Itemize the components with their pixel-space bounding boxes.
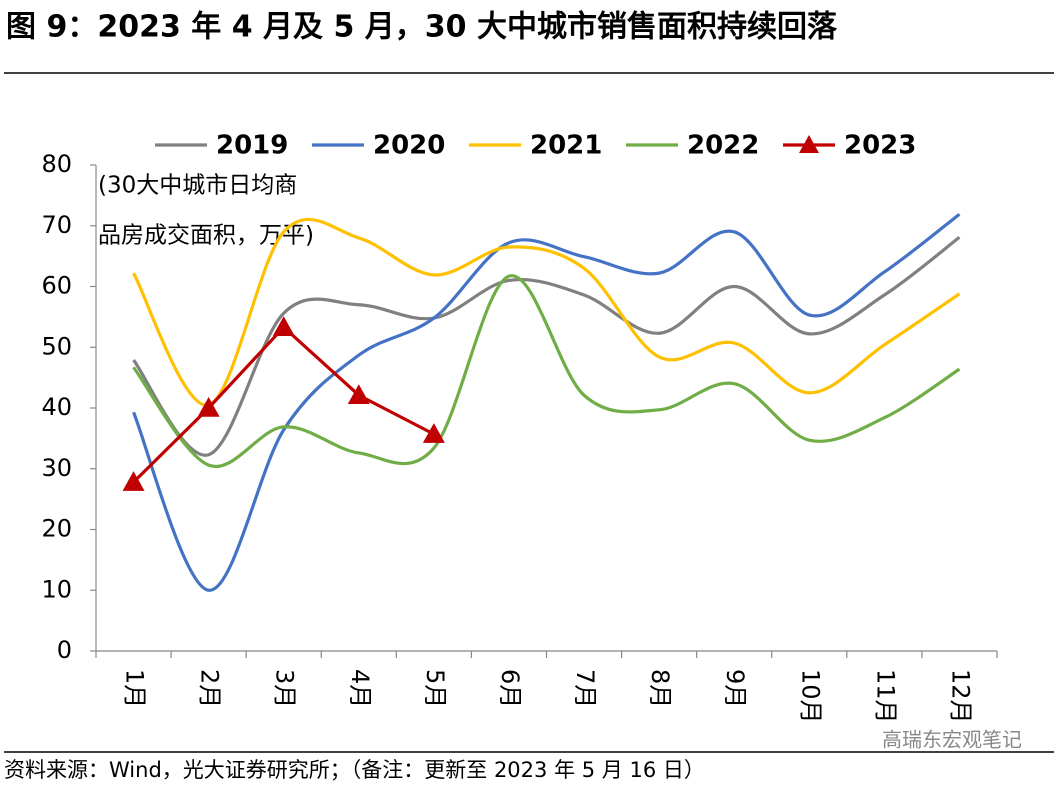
legend-label: 2022 — [687, 131, 759, 161]
x-tick-label: 4月 — [346, 669, 374, 708]
y-tick-label: 70 — [41, 211, 72, 239]
marker — [122, 471, 145, 491]
x-tick-label: 5月 — [421, 669, 449, 708]
x-tick-label: 8月 — [646, 669, 674, 708]
series-line — [132, 274, 961, 469]
x-tick-label: 10月 — [796, 669, 824, 724]
x-tick-label: 2月 — [196, 669, 224, 708]
watermark: 高瑞东宏观笔记 — [882, 728, 1022, 752]
x-tick-label: 9月 — [721, 669, 749, 708]
legend-label: 2020 — [373, 131, 445, 161]
x-tick-label: 12月 — [946, 669, 974, 724]
legend-label: 2019 — [216, 131, 288, 161]
x-tick-label: 7月 — [571, 669, 599, 708]
x-tick-label: 6月 — [496, 669, 524, 708]
y-tick-label: 60 — [41, 272, 72, 300]
series-line — [132, 217, 961, 407]
marker — [347, 384, 370, 405]
marker — [197, 397, 220, 417]
series-line — [132, 324, 435, 484]
marker — [272, 316, 295, 337]
legend-marker — [799, 135, 819, 153]
y-axis-label: 品房成交面积，万平) — [98, 223, 314, 249]
source-note: 资料来源：Wind，光大证券研究所；（备注：更新至 2023 年 5 月 16 … — [4, 758, 705, 782]
y-axis-label: (30大中城市日均商 — [98, 173, 297, 199]
marker — [422, 423, 445, 443]
x-tick-label: 1月 — [121, 669, 149, 708]
y-tick-label: 50 — [41, 332, 72, 360]
series-line — [132, 236, 961, 457]
chart-title: 图 9：2023 年 4 月及 5 月，30 大中城市销售面积持续回落 — [6, 10, 838, 45]
legend-label: 2021 — [530, 131, 602, 161]
y-tick-label: 40 — [41, 393, 72, 421]
y-tick-label: 80 — [41, 150, 72, 178]
y-tick-label: 10 — [41, 575, 72, 603]
x-tick-label: 11月 — [871, 669, 899, 724]
y-tick-label: 30 — [41, 454, 72, 482]
y-tick-label: 20 — [41, 515, 72, 543]
legend-label: 2023 — [844, 131, 916, 161]
x-tick-label: 3月 — [271, 669, 299, 708]
series-line — [132, 212, 961, 592]
y-tick-label: 0 — [57, 636, 72, 664]
